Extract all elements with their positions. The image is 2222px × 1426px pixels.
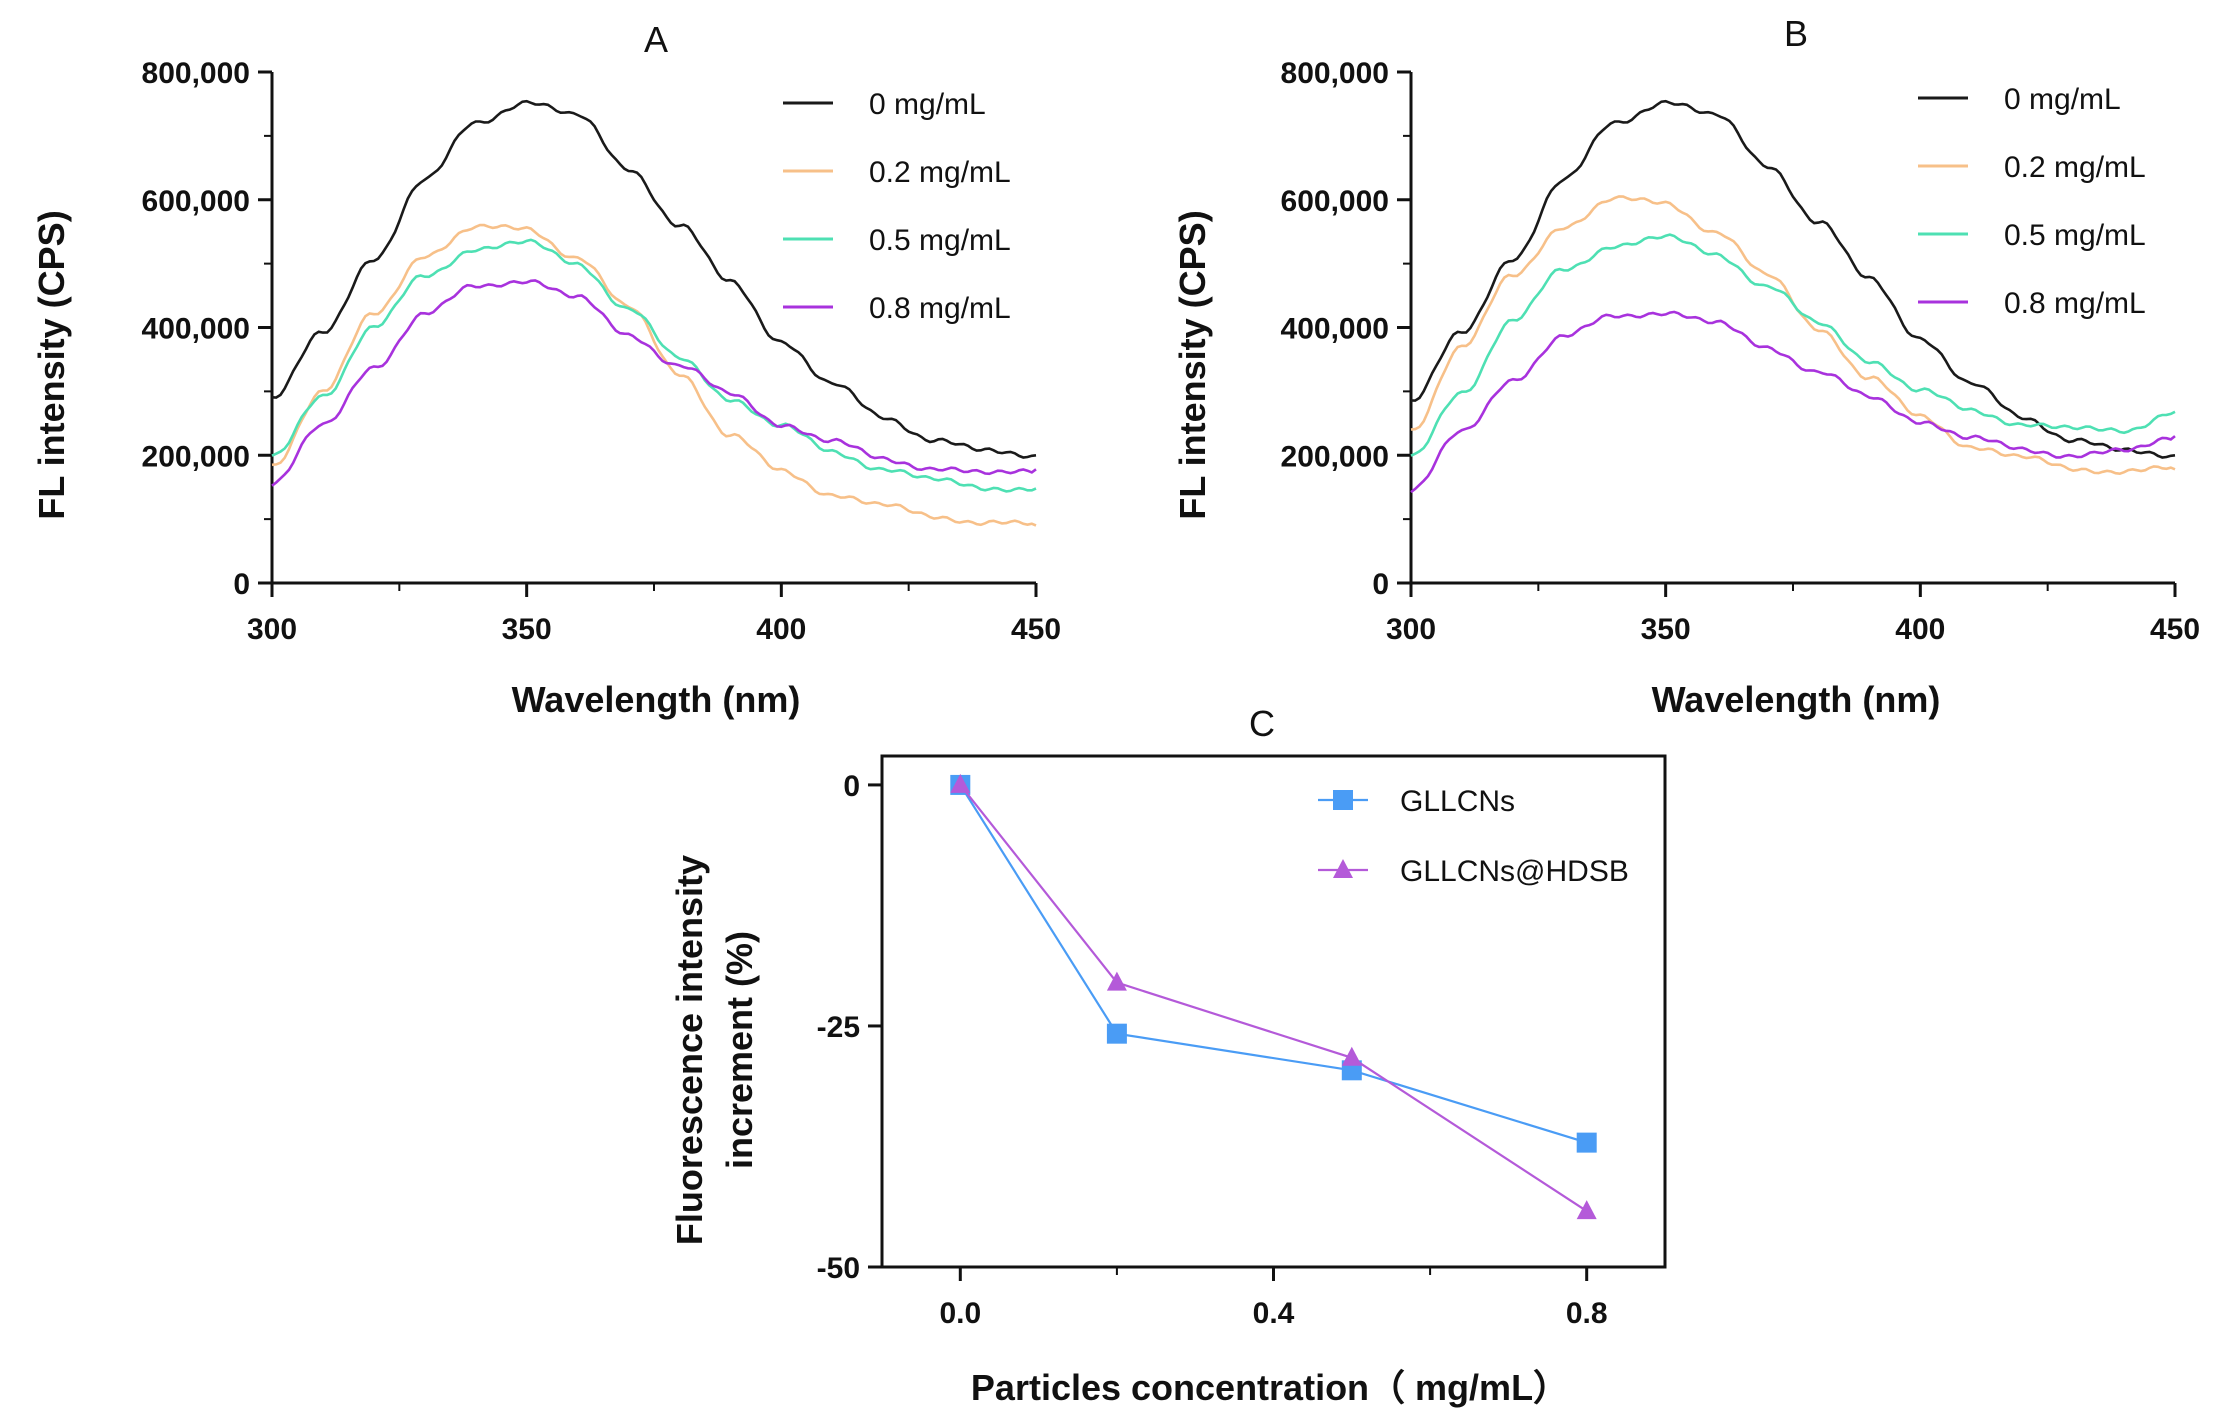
panel-b-legend-label: 0.2 mg/mL [2004,151,2146,184]
panel-c-title: C [1249,703,1275,744]
panel-b-x-tick-label: 400 [1895,613,1945,646]
panel-c-y-tick-label: -50 [817,1252,860,1285]
panel-a-series-0-2-mg-ml-line [271,223,1037,527]
panel-a-series-0-5-mg-ml-line [271,238,1037,493]
panel-b-y-tick-label: 400,000 [1281,313,1389,346]
panel-a-x-tick-label: 450 [1011,613,1061,646]
panel-b: B Wavelength (nm) FL intensity (CPS) 300… [1172,13,2200,720]
panel-a-series-0-8-mg-ml-line [271,279,1037,487]
panel-b-xlabel: Wavelength (nm) [1652,679,1941,720]
panel-b-legend-label: 0.5 mg/mL [2004,219,2146,252]
panel-c-series-gllcns-hdsb-line [959,784,1588,1213]
panel-b-y-tick-label: 200,000 [1281,440,1389,473]
panel-c-series-gllcns-line [959,784,1588,1144]
panel-c-point-gllcns-hdsb [1576,1200,1597,1220]
panel-b-x-tick-label: 300 [1386,613,1436,646]
panel-c-ylabel-line1: Fluorescence intensity [669,855,710,1245]
panel-b-series-0-8-mg-ml-line [1410,310,2176,494]
panel-b-y-tick-label: 600,000 [1281,185,1389,218]
panel-a-x-tick-label: 300 [247,613,297,646]
panel-c-point-gllcns-hdsb [950,773,971,793]
panel-c-legend-marker [1333,859,1353,878]
panel-c-x-tick-label: 0.4 [1253,1297,1295,1330]
panel-c-point-gllcns-hdsb [1341,1046,1362,1066]
panel-a-legend-label: 0.8 mg/mL [869,292,1011,325]
panel-a-y-tick-label: 600,000 [142,185,250,218]
panel-c-legend-label: GLLCNs [1400,785,1515,818]
panel-a-y-tick-label: 400,000 [142,313,250,346]
panel-b-legend-label: 0 mg/mL [2004,83,2121,116]
panel-c-ylabel-line2: increment (%) [719,931,760,1169]
panel-c-point-gllcns-hdsb [1106,971,1127,991]
panel-a: A Wavelength (nm) FL intensity (CPS) 300… [31,19,1061,720]
panel-b-series-0-mg-ml-line [1410,99,2176,459]
panel-a-legend-label: 0.5 mg/mL [869,224,1011,257]
panel-c-xlabel: Particles concentration（ mg/mL） [971,1367,1569,1408]
panel-c-y-tick-label: 0 [843,770,860,803]
panel-a-series-0-mg-ml-line [271,99,1037,459]
panel-c-point-gllcns [1106,1023,1127,1044]
panel-c: C Particles concentration（ mg/mL） Fluore… [669,703,1667,1408]
panel-b-ylabel: FL intensity (CPS) [1172,210,1213,519]
panel-a-y-tick-label: 200,000 [142,440,250,473]
panel-c-legend-label: GLLCNs@HDSB [1400,855,1629,888]
panel-a-xlabel: Wavelength (nm) [512,679,801,720]
panel-c-legend-marker [1333,790,1353,810]
panel-a-y-tick-label: 0 [233,568,250,601]
panel-a-x-tick-label: 400 [756,613,806,646]
panel-a-y-tick-label: 800,000 [142,57,250,90]
panel-a-legend-label: 0 mg/mL [869,88,986,121]
panel-b-series-0-5-mg-ml-line [1410,233,2176,457]
panel-b-title: B [1784,13,1808,54]
panel-b-y-tick-label: 0 [1372,568,1389,601]
panel-c-point-gllcns [1576,1132,1597,1153]
panel-c-y-tick-label: -25 [817,1011,860,1044]
panel-a-ylabel: FL intensity (CPS) [31,210,72,519]
panel-b-x-tick-label: 350 [1641,613,1691,646]
panel-b-x-tick-label: 450 [2150,613,2200,646]
panel-a-title: A [644,19,668,60]
panel-a-legend-label: 0.2 mg/mL [869,156,1011,189]
panel-a-x-tick-label: 350 [502,613,552,646]
panel-b-legend-label: 0.8 mg/mL [2004,287,2146,320]
panel-c-x-tick-label: 0.0 [939,1297,981,1330]
panel-b-y-tick-label: 800,000 [1281,57,1389,90]
panel-c-x-tick-label: 0.8 [1566,1297,1608,1330]
